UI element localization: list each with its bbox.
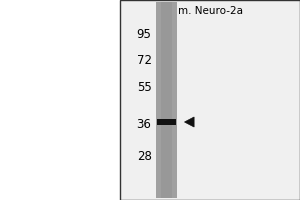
Text: 28: 28	[136, 150, 152, 164]
Bar	[161, 2, 172, 198]
Text: m. Neuro-2a: m. Neuro-2a	[178, 6, 242, 16]
Bar	[0, 0, 120, 200]
Bar	[156, 2, 177, 198]
Text: 95: 95	[136, 28, 152, 42]
Text: 36: 36	[136, 118, 152, 132]
Bar	[157, 119, 176, 125]
Text: 55: 55	[137, 81, 152, 94]
Polygon shape	[184, 117, 194, 127]
Text: 72: 72	[136, 53, 152, 66]
Bar	[120, 0, 300, 200]
